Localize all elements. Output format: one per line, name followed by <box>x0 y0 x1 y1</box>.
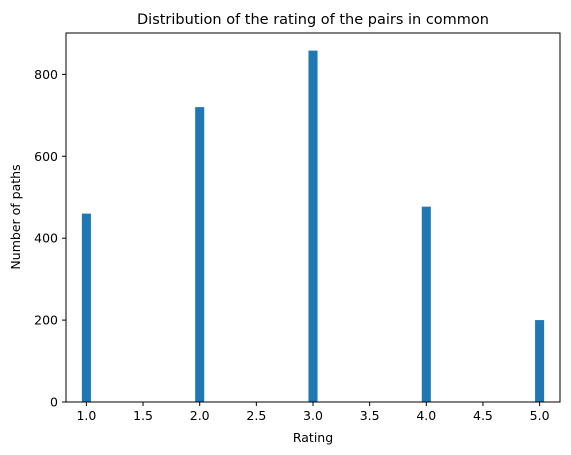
x-tick-label: 4.5 <box>473 408 493 423</box>
bar-rating-5 <box>535 320 545 402</box>
x-tick-label: 2.0 <box>190 408 210 423</box>
x-tick-label: 3.0 <box>303 408 323 423</box>
y-tick-label: 200 <box>34 313 58 328</box>
y-axis: 0 200 400 600 800 <box>34 67 66 410</box>
x-axis-label: Rating <box>293 430 333 445</box>
plot-frame <box>65 32 561 403</box>
bar-rating-4 <box>421 206 431 402</box>
x-tick-label: 4.0 <box>416 408 436 423</box>
y-tick-label: 600 <box>34 149 58 164</box>
bars-group <box>81 50 545 403</box>
y-tick-label: 0 <box>50 395 58 410</box>
bar-rating-1 <box>81 213 91 402</box>
bar-rating-3 <box>308 50 318 403</box>
bar-rating-2 <box>195 107 205 402</box>
x-tick-label: 3.5 <box>360 408 380 423</box>
y-tick-label: 400 <box>34 231 58 246</box>
y-axis-label: Number of paths <box>8 164 23 269</box>
x-axis: 1.0 1.5 2.0 2.5 3.0 3.5 4.0 4.5 5.0 <box>76 402 550 423</box>
chart-title: Distribution of the rating of the pairs … <box>137 12 489 28</box>
y-tick-label: 800 <box>34 67 58 82</box>
x-tick-label: 1.5 <box>133 408 153 423</box>
x-tick-label: 2.5 <box>246 408 266 423</box>
x-tick-label: 5.0 <box>530 408 550 423</box>
x-tick-label: 1.0 <box>76 408 96 423</box>
